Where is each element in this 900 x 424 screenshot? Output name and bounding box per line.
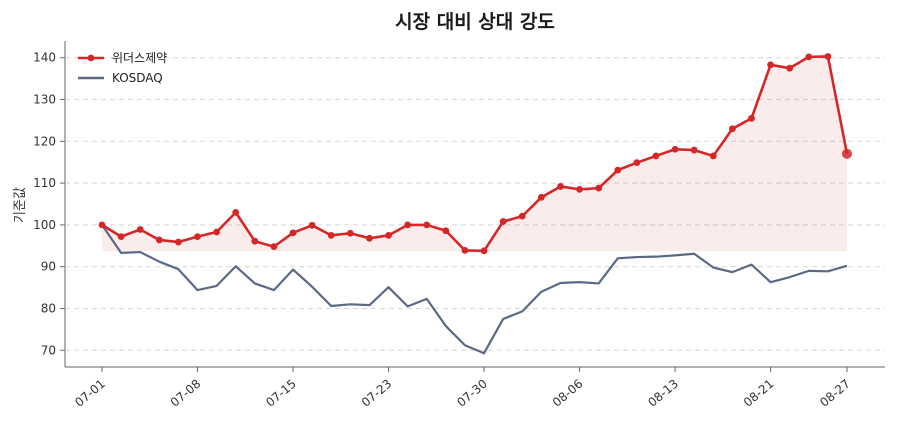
x-tick-label: 07-30 — [454, 377, 490, 410]
data-point — [404, 221, 412, 229]
data-point — [728, 125, 736, 133]
data-point — [480, 247, 488, 255]
legend-label: 위더스제약 — [112, 50, 167, 65]
data-point — [595, 184, 603, 192]
data-point — [98, 221, 106, 229]
data-point — [842, 148, 852, 159]
data-point — [690, 146, 698, 154]
data-point — [537, 193, 545, 201]
series-line — [101, 55, 849, 253]
x-tick-label: 07-23 — [359, 377, 395, 410]
data-point — [824, 53, 832, 60]
x-tick-label: 08-21 — [741, 377, 777, 410]
data-point — [671, 145, 679, 153]
y-tick-label: 110 — [33, 176, 56, 190]
y-tick-label: 80 — [41, 301, 56, 315]
x-tick-label: 08-27 — [817, 377, 853, 410]
y-axis-label: 기준값 — [13, 187, 28, 223]
data-point — [136, 226, 144, 233]
series-fill-area — [102, 56, 847, 252]
data-point — [748, 114, 755, 122]
chart-legend: 위더스제약 KOSDAQ — [78, 50, 167, 85]
data-point — [175, 238, 182, 246]
data-point — [213, 228, 221, 236]
y-tick-label: 130 — [33, 93, 56, 107]
data-point — [346, 229, 354, 237]
x-tick-label: 07-08 — [168, 377, 204, 410]
data-point — [155, 236, 163, 244]
y-tick-label: 120 — [33, 134, 56, 148]
data-point — [633, 159, 641, 167]
data-point — [461, 246, 469, 254]
data-point — [652, 152, 660, 160]
y-tick-label: 140 — [33, 51, 56, 65]
data-point — [557, 183, 564, 190]
data-point — [289, 229, 297, 237]
legend-label: KOSDAQ — [112, 71, 163, 85]
data-point — [117, 233, 125, 241]
data-point — [499, 218, 507, 225]
data-point — [786, 64, 794, 72]
data-point — [251, 237, 259, 245]
data-point — [194, 233, 201, 241]
data-point — [767, 61, 774, 69]
data-point — [385, 231, 392, 239]
data-point — [270, 243, 278, 251]
data-point — [805, 53, 813, 61]
x-tick-label: 08-06 — [550, 377, 586, 410]
data-point — [614, 166, 622, 174]
x-tick-label: 07-15 — [263, 377, 299, 410]
data-point — [576, 185, 583, 193]
chart-title: 시장 대비 상대 강도 — [395, 11, 555, 33]
data-point — [442, 227, 450, 235]
series-line — [101, 224, 848, 355]
y-tick-label: 70 — [41, 343, 56, 357]
x-tick-label: 07-01 — [72, 377, 108, 410]
data-point — [327, 231, 335, 239]
y-tick-label: 90 — [41, 260, 56, 274]
x-tick-label: 08-13 — [645, 377, 681, 410]
data-point — [366, 234, 373, 242]
data-point — [308, 221, 316, 229]
data-point — [518, 212, 526, 220]
data-point — [232, 208, 240, 216]
data-point — [423, 221, 431, 229]
y-tick-label: 100 — [33, 218, 56, 232]
data-point — [709, 152, 717, 160]
legend-marker — [87, 54, 95, 62]
